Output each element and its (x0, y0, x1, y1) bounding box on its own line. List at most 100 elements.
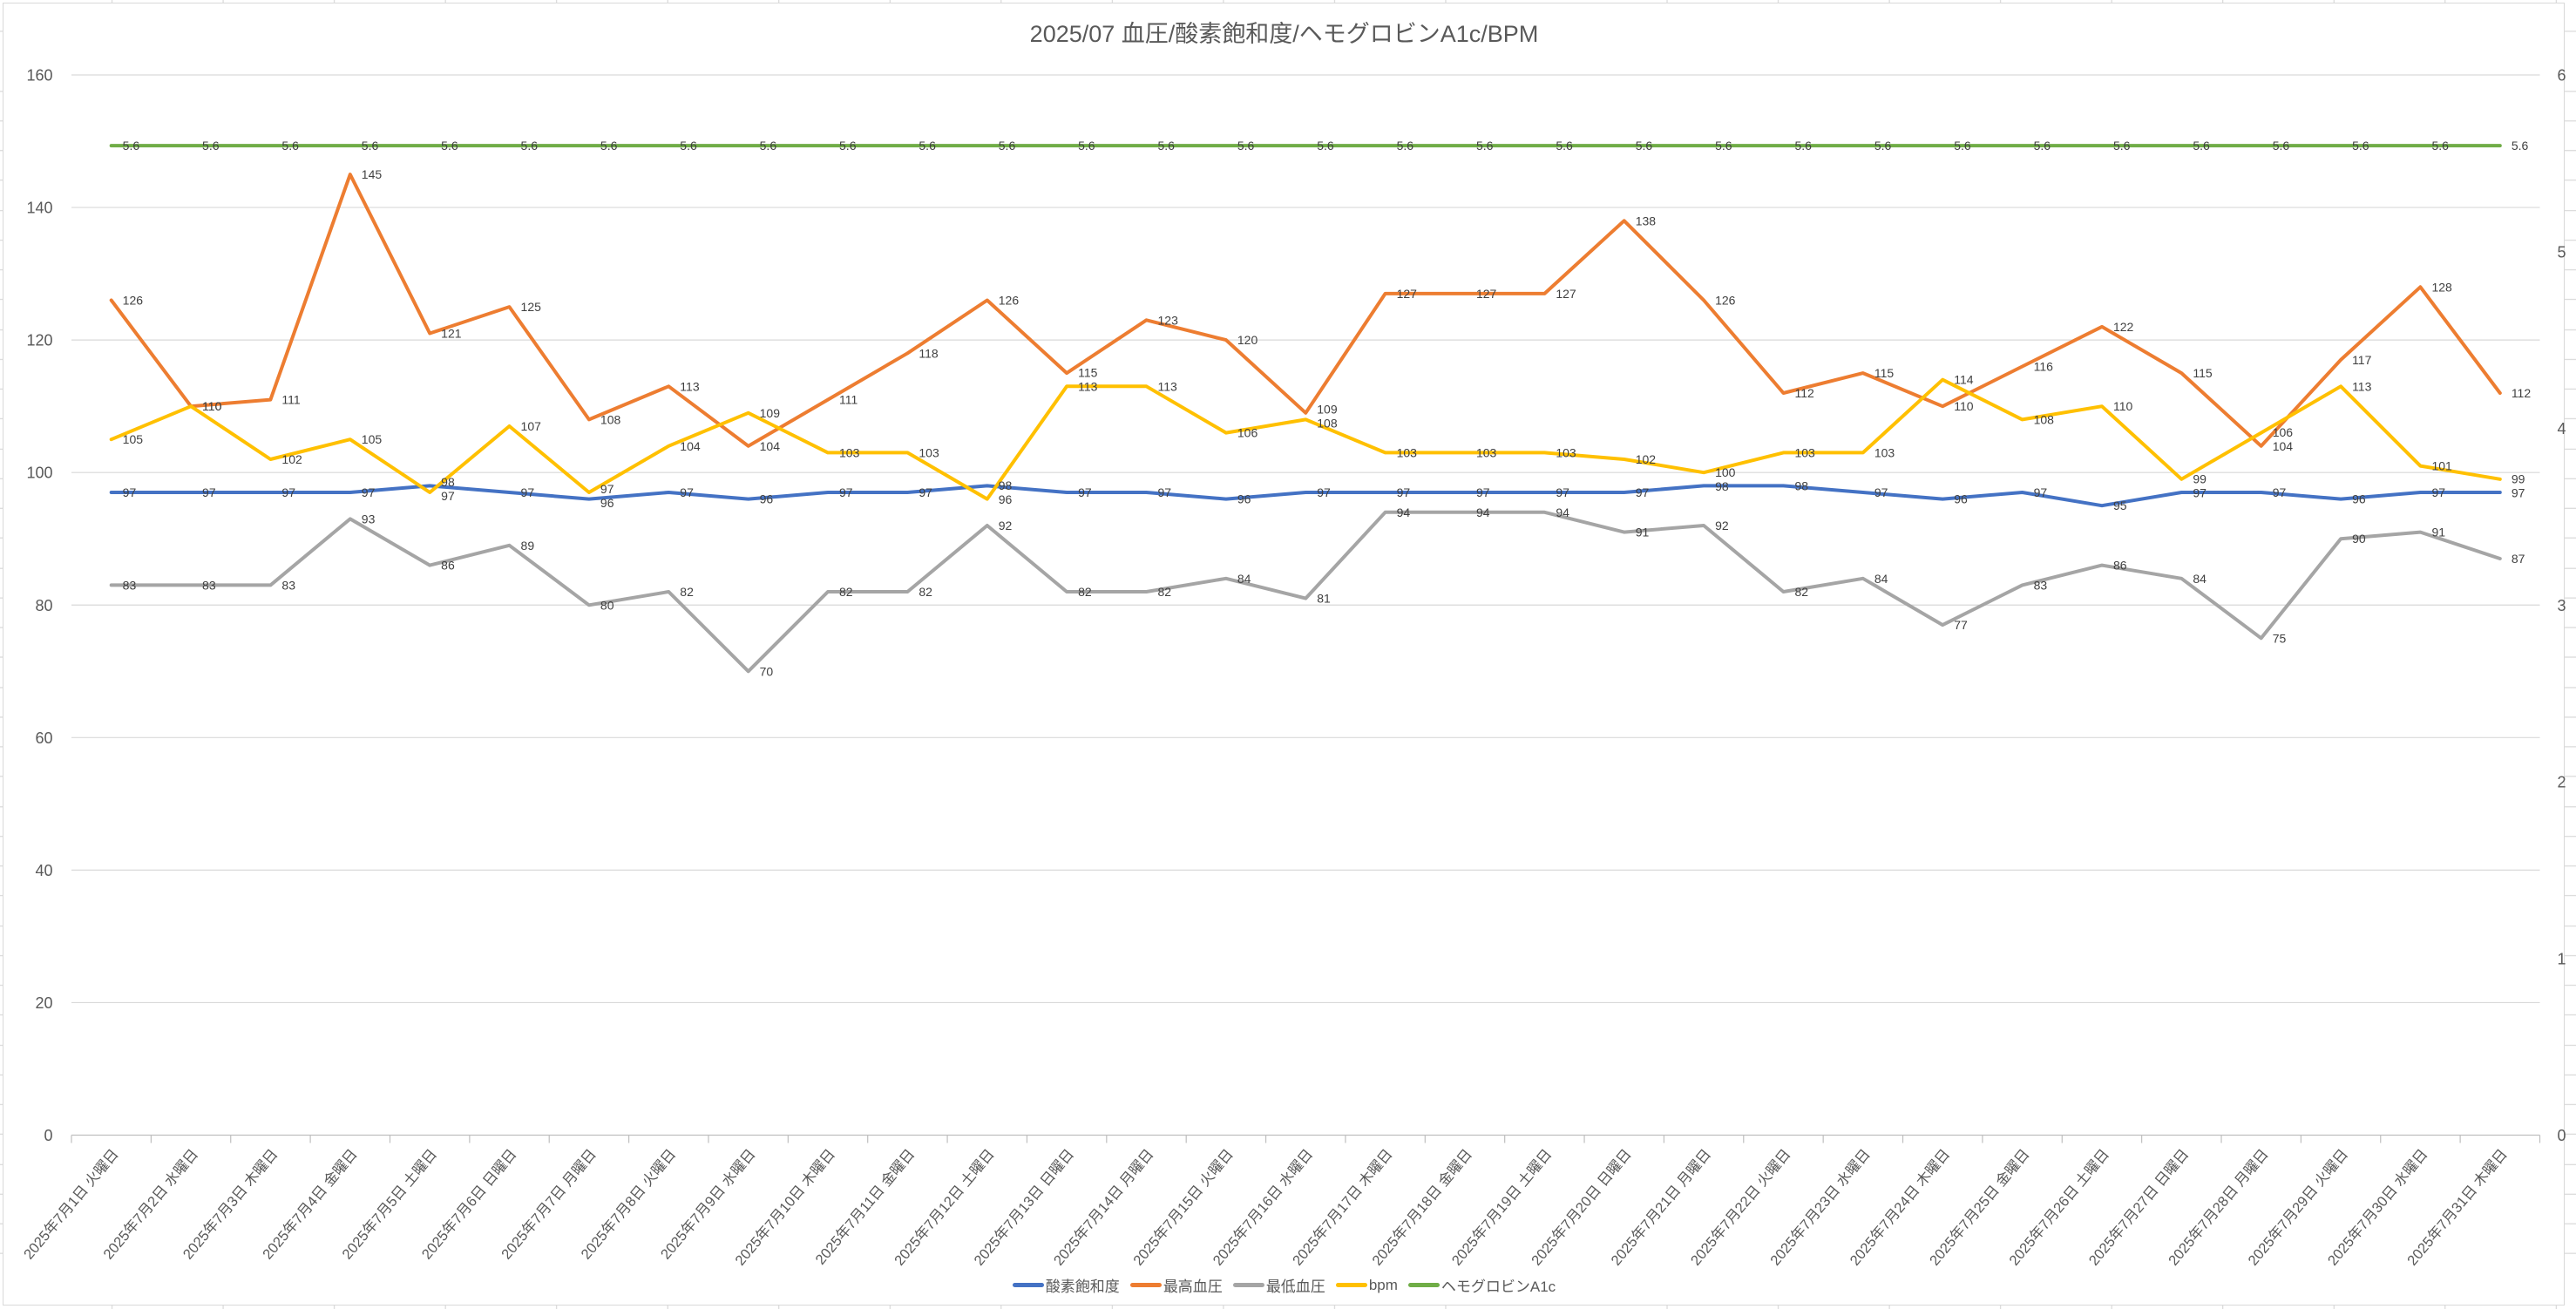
data-label: 97 (1078, 485, 1092, 499)
data-label: 84 (2193, 571, 2207, 585)
data-label: 115 (1874, 366, 1894, 380)
data-label: 115 (2193, 366, 2213, 380)
data-label: 103 (1556, 445, 1576, 459)
data-label: 114 (1954, 372, 1974, 386)
data-label: 105 (122, 432, 143, 446)
data-label: 97 (2193, 485, 2207, 499)
data-label: 83 (2033, 578, 2047, 592)
data-label: 107 (520, 418, 541, 432)
data-label: 98 (998, 478, 1012, 492)
data-label: 122 (2112, 319, 2133, 333)
data-label: 83 (122, 578, 136, 592)
data-label: 96 (759, 492, 773, 505)
data-label: 82 (1157, 585, 1171, 599)
series-line-0 (109, 483, 2502, 507)
data-label: 83 (281, 578, 295, 592)
data-label: 97 (1475, 485, 1489, 499)
data-label: 5.6 (2272, 139, 2289, 153)
data-label: 95 (2112, 499, 2126, 512)
data-label: 108 (1317, 416, 1338, 430)
data-label: 5.6 (1157, 139, 1175, 153)
right-axis-tick-label: 3 (2557, 596, 2566, 614)
data-label: 91 (1635, 525, 1649, 539)
data-label: 5.6 (1635, 139, 1652, 153)
data-label: 97 (1317, 485, 1331, 499)
data-label: 104 (680, 438, 701, 452)
legend-label: ヘモグロビンA1c (1441, 1278, 1556, 1295)
data-label: 127 (1475, 286, 1496, 300)
data-label: 5.6 (1794, 139, 1812, 153)
right-axis-tick-label: 0 (2557, 1127, 2566, 1144)
right-axis-tick-label: 6 (2557, 66, 2566, 84)
data-label: 127 (1396, 286, 1417, 300)
legend-item-0: 酸素飽和度 (1012, 1274, 1120, 1296)
data-label: 75 (2272, 631, 2286, 645)
data-label: 99 (2193, 471, 2207, 485)
data-label: 111 (839, 392, 858, 406)
right-axis-tick-label: 2 (2557, 773, 2566, 790)
legend-swatch-icon (1129, 1283, 1162, 1287)
data-label: 99 (2511, 471, 2525, 485)
data-label: 98 (1715, 478, 1729, 492)
data-label: 5.6 (680, 139, 697, 153)
data-label: 110 (2112, 399, 2132, 413)
data-label: 82 (1794, 585, 1808, 599)
data-label: 103 (1475, 445, 1496, 459)
data-label: 5.6 (2352, 139, 2369, 153)
data-label: 90 (2352, 532, 2366, 546)
data-label: 97 (2272, 485, 2286, 499)
data-label: 5.6 (1237, 139, 1254, 153)
data-label: 103 (839, 445, 860, 459)
data-label: 94 (1396, 505, 1410, 519)
data-label: 97 (202, 485, 216, 499)
data-label: 5.6 (2033, 139, 2051, 153)
data-label: 112 (1794, 385, 1814, 399)
data-label: 138 (1635, 214, 1656, 227)
left-axis-tick-label: 80 (35, 596, 52, 614)
category-axis (70, 1134, 2540, 1143)
chart-legend: 酸素飽和度 最高血圧 最低血圧 bpm ヘモグロビンA1c (3, 1272, 2566, 1299)
data-label: 82 (680, 585, 694, 599)
data-label: 87 (2511, 552, 2525, 566)
data-label: 93 (361, 512, 375, 526)
data-label: 5.6 (1396, 139, 1413, 153)
legend-swatch-icon (1012, 1283, 1044, 1287)
data-label: 5.6 (1556, 139, 1573, 153)
data-label: 97 (1874, 485, 1888, 499)
legend-item-4: ヘモグロビンA1c (1407, 1274, 1556, 1296)
left-axis-tick-label: 40 (35, 861, 52, 878)
data-label: 115 (1078, 365, 1098, 379)
data-label: 125 (520, 300, 541, 314)
data-label: 5.6 (361, 139, 378, 153)
data-label: 113 (680, 379, 700, 393)
data-label: 5.6 (2431, 139, 2449, 153)
data-label: 86 (441, 558, 455, 572)
data-label: 101 (2431, 458, 2452, 472)
data-label: 98 (441, 475, 455, 489)
legend-item-1: 最高血圧 (1129, 1274, 1223, 1296)
data-label: 110 (1954, 399, 1974, 413)
left-axis-labels: 0 20 40 60 80 100 120 140 160 (26, 66, 52, 1143)
legend-swatch-icon (1335, 1283, 1367, 1287)
data-label: 97 (2511, 485, 2525, 499)
data-label: 5.6 (1954, 139, 1971, 153)
data-label: 96 (1954, 492, 1968, 505)
right-axis-tick-label: 5 (2557, 243, 2566, 261)
data-label: 82 (1078, 585, 1092, 599)
data-label: 116 (2033, 359, 2053, 373)
data-label: 100 (1715, 465, 1736, 478)
data-label: 103 (919, 445, 939, 459)
data-label: 97 (680, 485, 694, 499)
legend-swatch-icon (1232, 1283, 1264, 1287)
data-label: 106 (1237, 425, 1257, 439)
data-label: 127 (1556, 286, 1576, 300)
data-label: 86 (2112, 558, 2126, 572)
chart-title: 2025/07 血圧/酸素飽和度/ヘモグロビンA1c/BPM (1029, 20, 1539, 47)
data-label: 145 (361, 167, 382, 181)
data-label: 97 (441, 489, 455, 503)
data-label: 121 (441, 326, 462, 340)
data-label: 103 (1794, 445, 1815, 459)
data-label: 96 (2352, 492, 2366, 505)
